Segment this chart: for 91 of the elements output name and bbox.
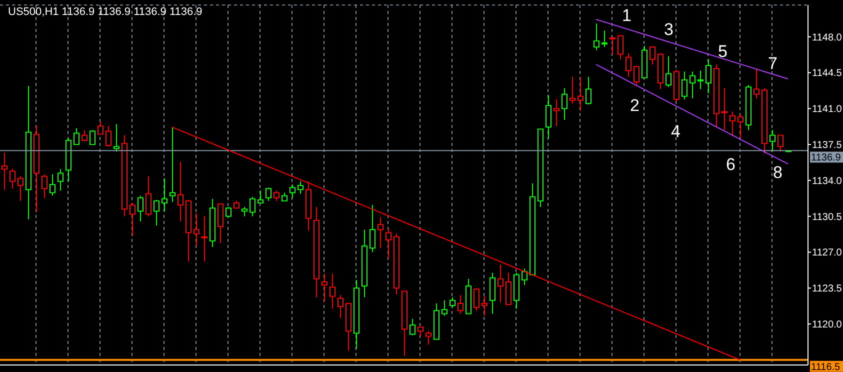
annotation: 3	[664, 20, 674, 40]
candlestick	[634, 66, 640, 86]
candlestick	[458, 294, 464, 314]
candlestick	[74, 128, 80, 145]
candlestick	[690, 71, 696, 99]
y-tick-label: 1141.0	[812, 104, 842, 116]
candlestick	[138, 195, 144, 222]
candlestick	[778, 134, 784, 152]
candlestick	[522, 268, 528, 286]
y-tick-label: 1148.0	[812, 32, 842, 44]
annotation: 7	[768, 54, 778, 74]
annotation: 1	[622, 6, 632, 26]
ref-line-label: 1136.9	[811, 152, 842, 164]
candlestick	[666, 56, 672, 88]
candlestick	[682, 71, 688, 100]
candlestick	[322, 273, 328, 302]
candlestick	[754, 68, 760, 99]
candlestick	[242, 206, 248, 217]
candlestick	[474, 288, 480, 312]
candlestick	[730, 111, 736, 137]
candlestick	[426, 330, 432, 345]
candlestick	[266, 187, 272, 202]
candlestick	[82, 130, 88, 142]
candlestick	[90, 130, 96, 145]
candlestick	[378, 216, 384, 249]
candlestick	[706, 58, 712, 94]
candlestick	[258, 190, 264, 204]
candlestick	[546, 94, 552, 139]
candlestick	[586, 76, 592, 105]
candlestick	[290, 184, 296, 198]
candlestick	[42, 174, 48, 198]
candlestick	[50, 174, 56, 196]
candlestick	[610, 37, 616, 55]
candlestick	[274, 190, 280, 202]
candlestick	[490, 272, 496, 314]
candlestick	[330, 273, 336, 310]
y-tick-label: 1120.0	[812, 320, 842, 331]
candlestick	[178, 161, 184, 222]
ref-line-label: 1116.5	[811, 362, 841, 372]
candlestick	[162, 178, 168, 212]
candlestick	[146, 176, 152, 217]
candlestick	[594, 22, 600, 51]
candlestick	[338, 294, 344, 318]
candlestick	[10, 168, 16, 190]
candlestick	[130, 202, 136, 236]
candlestick	[578, 77, 584, 112]
candlestick	[410, 318, 416, 336]
annotation: 6	[726, 155, 736, 175]
candlestick	[450, 296, 456, 308]
candlestick	[442, 300, 448, 316]
y-tick-label: 1127.0	[812, 248, 842, 259]
candlestick	[218, 203, 224, 244]
candlestick	[170, 126, 176, 202]
chart-title: US500,H1 1136.9 1136.9 1136.9 1136.9	[8, 6, 202, 18]
candlestick	[250, 196, 256, 217]
candlestick	[386, 228, 392, 259]
candlestick	[482, 296, 488, 316]
candlestick	[418, 326, 424, 337]
candlestick	[770, 130, 776, 152]
y-tick-label: 1123.5	[812, 284, 842, 295]
y-tick-label: 1144.5	[812, 68, 842, 80]
annotation: 4	[671, 122, 680, 142]
candlestick	[506, 272, 512, 305]
candlestick	[194, 212, 200, 247]
candlestick	[18, 176, 24, 202]
candlestick	[554, 98, 560, 127]
candlestick	[650, 46, 656, 65]
y-tick-label: 1130.5	[812, 212, 842, 223]
candlestick	[58, 168, 64, 192]
candlestick	[602, 30, 608, 48]
candlestick	[106, 126, 112, 148]
annotation: 8	[773, 163, 782, 183]
candlestick	[738, 114, 744, 139]
candlestick	[226, 206, 232, 218]
candlestick	[202, 216, 208, 262]
candlestick	[562, 88, 568, 120]
annotation: 2	[630, 96, 640, 116]
candlestick	[370, 204, 376, 253]
annotation: 5	[718, 42, 728, 62]
candlestick	[98, 121, 104, 135]
candlestick	[498, 264, 504, 303]
candlestick	[698, 70, 704, 90]
candlestick	[626, 52, 632, 78]
y-tick-label: 1134.0	[812, 176, 842, 187]
candlestick	[114, 123, 120, 152]
candlestick	[722, 88, 728, 131]
candlestick	[154, 199, 160, 226]
y-tick-label: 1137.5	[812, 140, 842, 152]
candlestick	[298, 180, 304, 194]
candlestick	[618, 35, 624, 60]
candlestick	[570, 76, 576, 104]
